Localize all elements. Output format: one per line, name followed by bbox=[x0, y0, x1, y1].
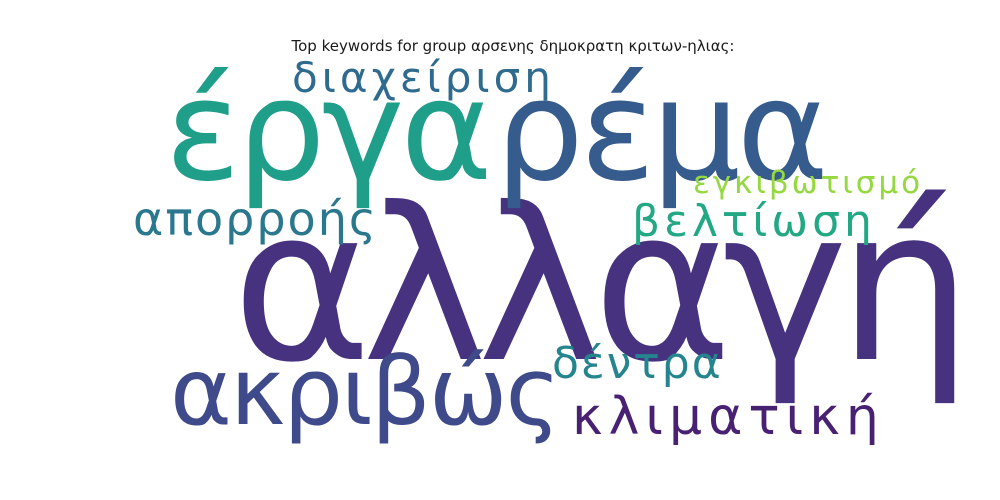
word-akrivos: ακριβώς bbox=[170, 338, 561, 447]
word-veltiosi: βελτίωση bbox=[632, 196, 876, 247]
word-erga: έργα bbox=[165, 50, 493, 213]
word-egkivotismo: εγκιβωτισμό bbox=[693, 165, 924, 201]
figure-title: Top keywords for group αρσενης δημοκρατη… bbox=[291, 37, 735, 55]
word-rema: ρέμα bbox=[495, 50, 829, 213]
word-klimatiki: κλιματική bbox=[572, 387, 885, 447]
word-diaxeirisi: διαχείριση bbox=[292, 53, 555, 102]
word-dentra: δέντρα bbox=[552, 338, 723, 389]
word-aporrois: απορροής bbox=[133, 192, 378, 246]
word-allagi: αλλαγή bbox=[232, 162, 972, 409]
